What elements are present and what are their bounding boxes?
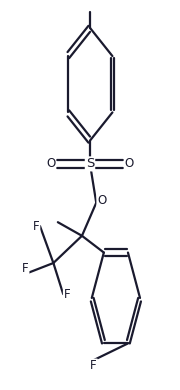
Text: S: S [86, 158, 94, 170]
Text: F: F [33, 220, 39, 232]
Text: F: F [90, 360, 97, 372]
Text: F: F [64, 287, 70, 301]
Text: O: O [46, 158, 55, 170]
Text: O: O [97, 194, 107, 207]
Text: O: O [125, 158, 134, 170]
Text: F: F [22, 262, 28, 275]
